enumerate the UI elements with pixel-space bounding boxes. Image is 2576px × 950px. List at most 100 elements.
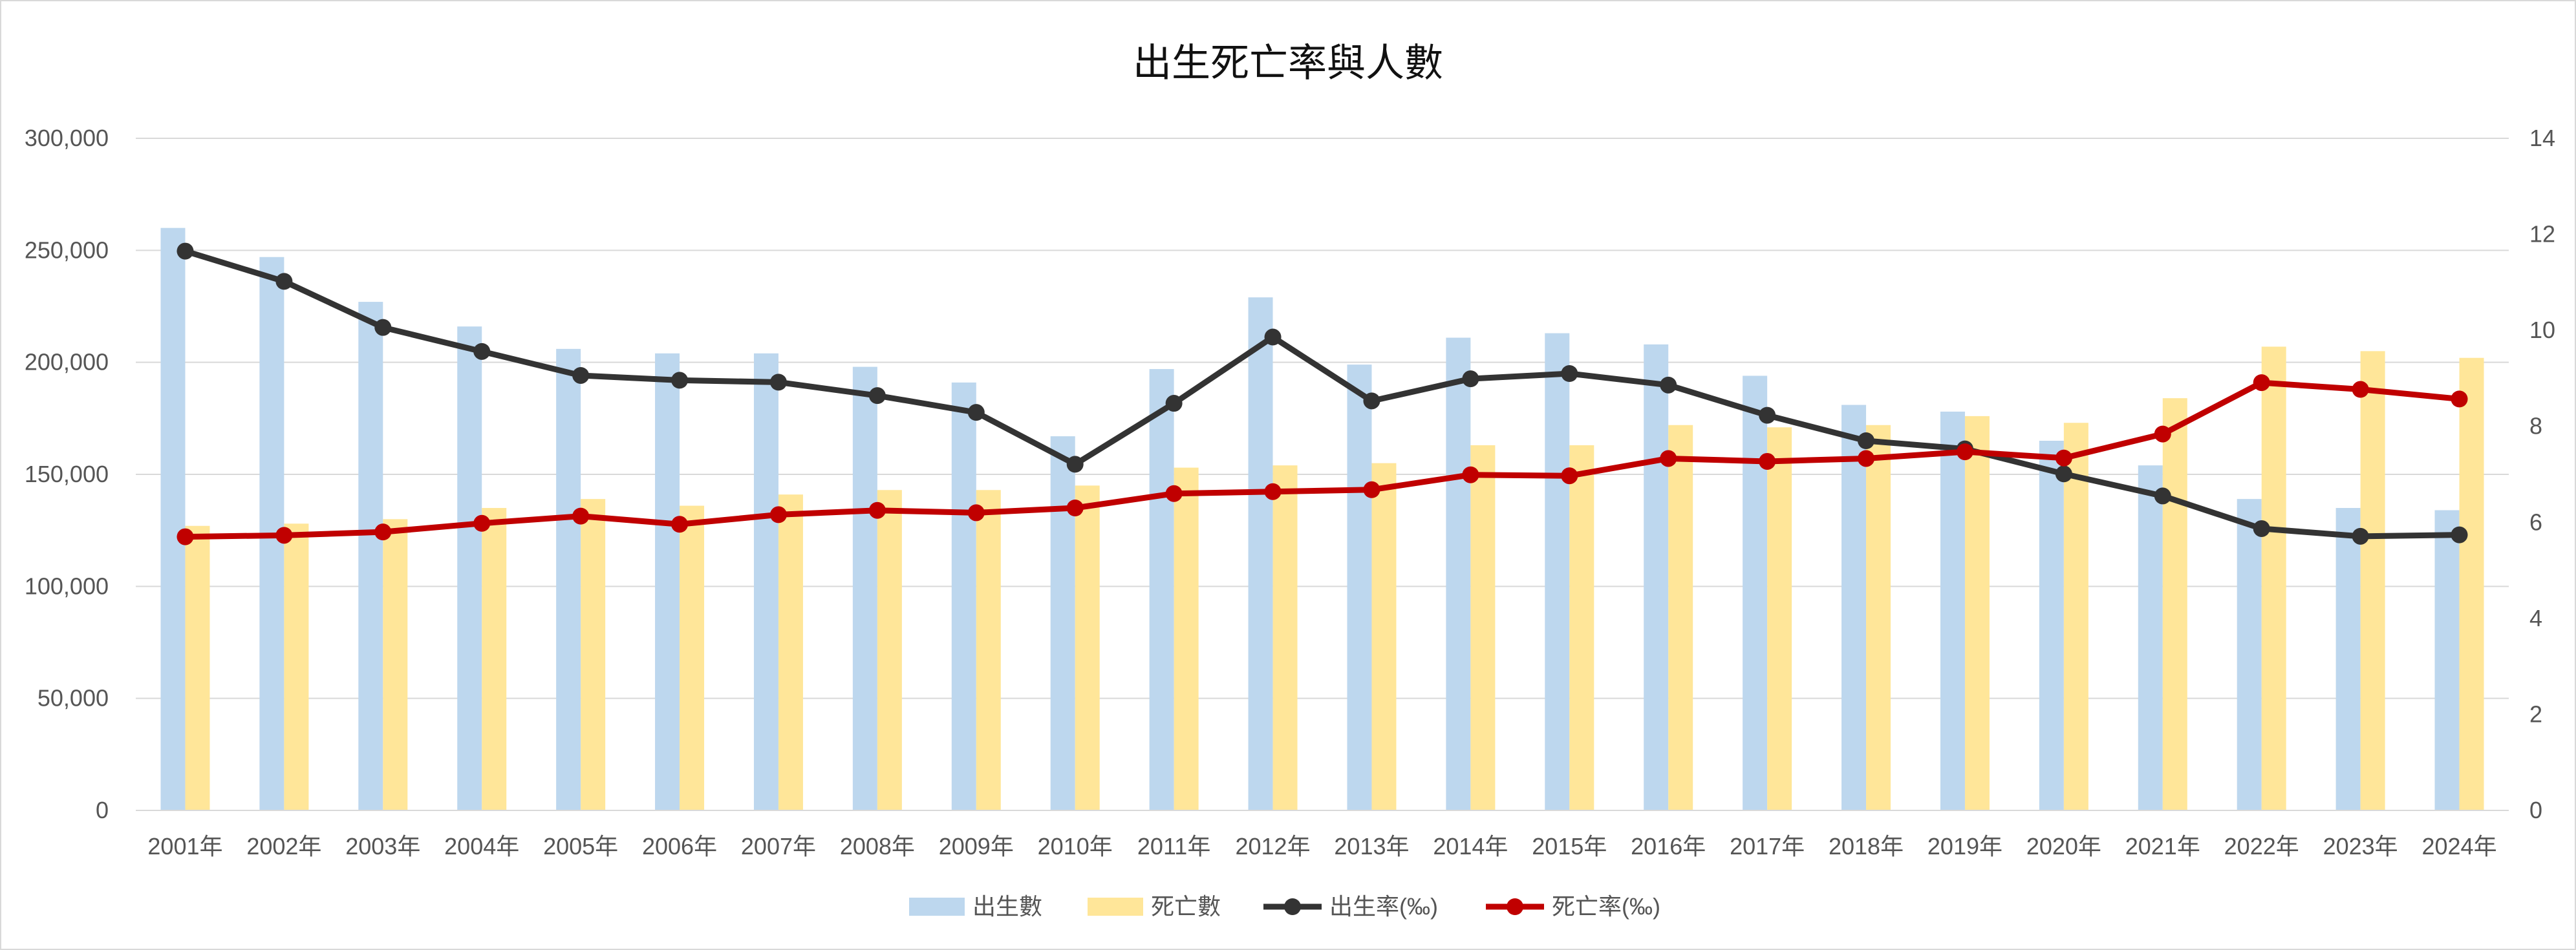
point-birth-rate: [1462, 370, 1479, 388]
x-tick-label: 2024年: [2421, 833, 2496, 860]
bar-births: [951, 382, 976, 810]
x-tick-label: 2021年: [2125, 833, 2200, 860]
y-left-tick-label: 100,000: [25, 573, 109, 599]
gridlines: [136, 138, 2509, 699]
point-birth-rate: [1264, 328, 1282, 346]
bar-births: [1644, 344, 1669, 810]
bar-births: [1940, 411, 1965, 810]
legend: 出生數 死亡數 出生率(‰) 死亡率(‰): [909, 893, 1660, 920]
bar-deaths: [581, 499, 606, 810]
x-tick-label: 2019年: [1927, 833, 2002, 860]
x-tick-label: 2011年: [1137, 833, 1210, 860]
bar-deaths: [1866, 425, 1891, 810]
y-right-tick-label: 0: [2529, 797, 2542, 823]
point-birth-rate: [374, 319, 392, 336]
point-death-rate: [572, 507, 590, 525]
bar-births: [1841, 405, 1867, 810]
x-tick-label: 2015年: [1532, 833, 1607, 860]
bar-deaths: [284, 523, 309, 810]
point-death-rate: [868, 501, 886, 519]
bar-deaths: [1964, 416, 1990, 810]
point-death-rate: [1462, 466, 1479, 483]
point-birth-rate: [1363, 392, 1380, 410]
bar-deaths: [976, 490, 1001, 810]
chart-title: 出生死亡率與人數: [1133, 41, 1443, 86]
point-birth-rate: [473, 343, 491, 360]
x-tick-label: 2022年: [2224, 833, 2299, 860]
bar-births: [457, 326, 482, 810]
x-tick-label: 2018年: [1829, 833, 1904, 860]
x-tick-label: 2004年: [444, 833, 519, 860]
x-tick-label: 2005年: [543, 833, 618, 860]
legend-marker: [1507, 898, 1523, 915]
y-right-tick-label: 4: [2529, 605, 2542, 631]
bar-births: [1347, 364, 1372, 810]
bar-births: [2237, 499, 2262, 810]
bar-deaths: [1668, 425, 1693, 810]
x-tick-label: 2016年: [1631, 833, 1706, 860]
point-birth-rate: [2253, 520, 2270, 537]
bar-deaths: [778, 494, 803, 810]
y-right-tick-label: 6: [2529, 509, 2542, 535]
x-tick-label: 2003年: [345, 833, 420, 860]
x-tick-label: 2006年: [642, 833, 717, 860]
bar-births: [160, 227, 186, 811]
point-death-rate: [967, 504, 985, 522]
point-birth-rate: [1066, 456, 1084, 473]
point-death-rate: [374, 523, 392, 541]
y-left-tick-label: 250,000: [25, 237, 109, 263]
point-death-rate: [2154, 425, 2171, 443]
bar-deaths: [1371, 463, 1397, 810]
point-death-rate: [1165, 485, 1183, 502]
bar-births: [655, 353, 680, 810]
bar-deaths: [2261, 346, 2286, 810]
bar-births: [852, 366, 877, 810]
point-death-rate: [671, 516, 689, 533]
legend-marker: [1284, 898, 1301, 915]
point-death-rate: [1956, 443, 1973, 461]
point-birth-rate: [2451, 526, 2468, 544]
bar-births: [2138, 465, 2163, 810]
x-tick-label: 2010年: [1038, 833, 1113, 860]
legend-label: 死亡數: [1151, 893, 1221, 920]
point-death-rate: [769, 506, 787, 523]
point-death-rate: [1363, 481, 1380, 498]
bar-births: [556, 348, 581, 810]
bar-deaths: [877, 490, 902, 810]
point-birth-rate: [868, 387, 886, 405]
point-death-rate: [1066, 500, 1084, 516]
point-death-rate: [1561, 467, 1578, 485]
x-tick-label: 2001年: [147, 833, 222, 860]
legend-label: 死亡率(‰): [1552, 893, 1660, 920]
bar-deaths: [185, 525, 210, 810]
point-death-rate: [177, 528, 194, 545]
bar-births: [358, 302, 383, 811]
legend-label: 出生率(‰): [1329, 893, 1438, 920]
point-death-rate: [1858, 450, 1875, 467]
bar-births: [1545, 333, 1570, 810]
x-tick-label: 2014年: [1433, 833, 1508, 860]
y-right-tick-label: 2: [2529, 701, 2542, 727]
point-birth-rate: [1165, 395, 1183, 412]
point-birth-rate: [2055, 465, 2072, 483]
bar-births: [1743, 375, 1768, 810]
legend-swatch: [1088, 898, 1143, 916]
x-tick-label: 2023年: [2323, 833, 2398, 860]
x-tick-label: 2012年: [1235, 833, 1310, 860]
x-tick-label: 2009年: [939, 833, 1014, 860]
bar-deaths: [1767, 427, 1792, 810]
bar-deaths: [1174, 467, 1199, 810]
bar-births: [1248, 297, 1273, 811]
x-tick-label: 2020年: [2026, 833, 2101, 860]
y-left-tick-label: 50,000: [38, 685, 109, 712]
bar-births: [1446, 337, 1471, 810]
bar-deaths: [2360, 351, 2385, 810]
lines: [177, 242, 2468, 545]
bar-births: [753, 353, 778, 810]
bar-deaths: [2459, 357, 2484, 810]
point-birth-rate: [769, 374, 787, 391]
x-tick-label: 2013年: [1334, 833, 1409, 860]
line-death-rate: [185, 379, 2460, 540]
legend-swatch: [909, 898, 965, 916]
